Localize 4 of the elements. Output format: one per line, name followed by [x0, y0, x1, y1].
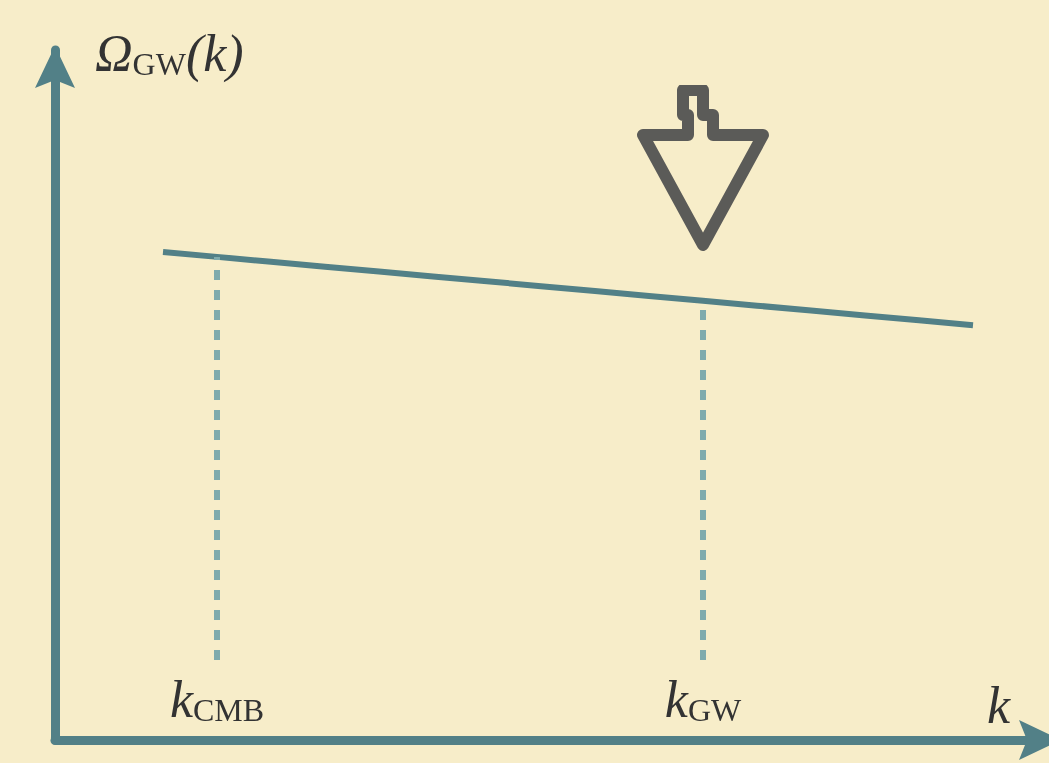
x-axis-title: k — [987, 676, 1011, 734]
x-tick-label: kCMB — [169, 670, 265, 728]
x-tick-label: kGW — [664, 670, 742, 728]
y-axis-title: ΩGW(k) — [95, 24, 244, 83]
